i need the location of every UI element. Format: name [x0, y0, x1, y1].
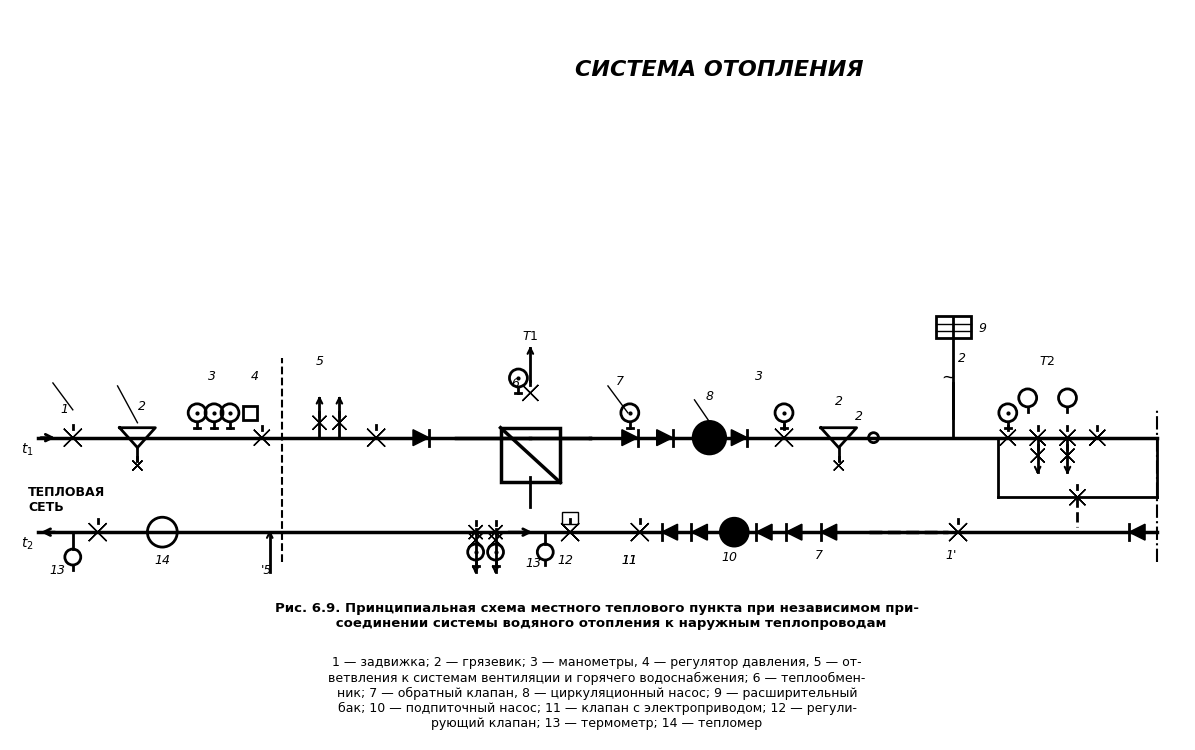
- Polygon shape: [489, 525, 503, 539]
- Text: 2: 2: [854, 410, 863, 423]
- Polygon shape: [1090, 430, 1105, 445]
- Polygon shape: [253, 430, 270, 445]
- Polygon shape: [332, 416, 347, 430]
- Polygon shape: [1060, 430, 1076, 445]
- Text: 8: 8: [705, 390, 713, 403]
- Polygon shape: [562, 524, 580, 541]
- Polygon shape: [1060, 448, 1074, 463]
- Text: $t_2$: $t_2$: [22, 536, 33, 552]
- Polygon shape: [1060, 448, 1074, 463]
- Polygon shape: [776, 429, 793, 446]
- Polygon shape: [662, 524, 678, 540]
- Text: 13: 13: [50, 564, 66, 577]
- Polygon shape: [468, 525, 483, 539]
- Text: 2: 2: [958, 352, 966, 364]
- Polygon shape: [1000, 430, 1016, 445]
- Polygon shape: [468, 525, 483, 539]
- Circle shape: [693, 422, 725, 454]
- Polygon shape: [631, 524, 649, 541]
- Bar: [243, 406, 257, 420]
- Polygon shape: [821, 524, 836, 540]
- Text: $t_1$: $t_1$: [22, 442, 33, 458]
- Text: 11: 11: [621, 554, 638, 567]
- Polygon shape: [834, 460, 844, 470]
- Text: 1: 1: [61, 403, 69, 416]
- Polygon shape: [468, 533, 483, 547]
- Polygon shape: [1070, 490, 1085, 506]
- Polygon shape: [621, 430, 638, 445]
- Text: 12: 12: [557, 554, 574, 567]
- Text: 10: 10: [722, 551, 737, 564]
- Text: 1': 1': [945, 549, 957, 562]
- Polygon shape: [949, 524, 967, 541]
- Polygon shape: [1031, 448, 1044, 463]
- Text: 3: 3: [208, 370, 216, 383]
- Polygon shape: [756, 524, 772, 540]
- Polygon shape: [1129, 524, 1145, 540]
- Polygon shape: [1030, 430, 1046, 445]
- Polygon shape: [133, 460, 142, 470]
- Polygon shape: [413, 430, 429, 445]
- Text: $T1$: $T1$: [522, 330, 539, 344]
- Polygon shape: [88, 524, 106, 541]
- Polygon shape: [731, 430, 747, 445]
- Polygon shape: [522, 385, 538, 400]
- Text: 7: 7: [615, 375, 624, 388]
- Polygon shape: [468, 533, 483, 547]
- Text: ~: ~: [942, 369, 955, 387]
- Polygon shape: [1070, 490, 1085, 506]
- Text: 3: 3: [755, 370, 764, 383]
- Circle shape: [721, 518, 748, 546]
- Polygon shape: [834, 460, 844, 470]
- Text: СЕТЬ: СЕТЬ: [27, 501, 63, 514]
- Polygon shape: [313, 416, 326, 430]
- Polygon shape: [1030, 430, 1046, 445]
- Polygon shape: [253, 430, 270, 445]
- Polygon shape: [332, 416, 347, 430]
- Text: 7: 7: [815, 549, 823, 562]
- Text: 2: 2: [139, 400, 147, 412]
- Text: $T2$: $T2$: [1040, 355, 1055, 368]
- Polygon shape: [1000, 430, 1016, 445]
- Polygon shape: [133, 460, 142, 470]
- Polygon shape: [63, 429, 81, 446]
- Text: 4: 4: [251, 370, 259, 383]
- Text: 13: 13: [526, 557, 541, 570]
- Polygon shape: [367, 429, 385, 446]
- Polygon shape: [1060, 430, 1076, 445]
- Polygon shape: [489, 533, 503, 547]
- Text: 9: 9: [978, 322, 986, 334]
- Polygon shape: [522, 385, 538, 400]
- Polygon shape: [562, 524, 580, 541]
- Polygon shape: [489, 525, 503, 539]
- Polygon shape: [489, 533, 503, 547]
- Text: 11: 11: [621, 554, 638, 567]
- Text: '5: '5: [261, 564, 272, 577]
- Bar: [562, 512, 578, 524]
- Polygon shape: [367, 429, 385, 446]
- Polygon shape: [631, 524, 649, 541]
- Text: 14: 14: [154, 554, 171, 567]
- Polygon shape: [313, 416, 326, 430]
- Text: 6: 6: [511, 377, 520, 391]
- Polygon shape: [949, 524, 967, 541]
- Text: 5: 5: [315, 355, 324, 368]
- Polygon shape: [1031, 448, 1044, 463]
- Polygon shape: [657, 430, 673, 445]
- Polygon shape: [88, 524, 106, 541]
- Bar: [501, 427, 560, 482]
- Polygon shape: [63, 429, 81, 446]
- Polygon shape: [776, 429, 793, 446]
- Text: СИСТЕМА ОТОПЛЕНИЯ: СИСТЕМА ОТОПЛЕНИЯ: [575, 60, 864, 80]
- Text: 2: 2: [835, 394, 842, 408]
- Polygon shape: [786, 524, 802, 540]
- Polygon shape: [1090, 430, 1105, 445]
- Bar: [936, 316, 970, 338]
- Text: Рис. 6.9. Принципиальная схема местного теплового пункта при независимом при-
  : Рис. 6.9. Принципиальная схема местного …: [275, 602, 919, 630]
- Polygon shape: [692, 524, 707, 540]
- Text: 1 — задвижка; 2 — грязевик; 3 — манометры, 4 — регулятор давления, 5 — от-
ветвл: 1 — задвижка; 2 — грязевик; 3 — манометр…: [329, 656, 865, 730]
- Text: ТЕПЛОВАЯ: ТЕПЛОВАЯ: [27, 486, 105, 499]
